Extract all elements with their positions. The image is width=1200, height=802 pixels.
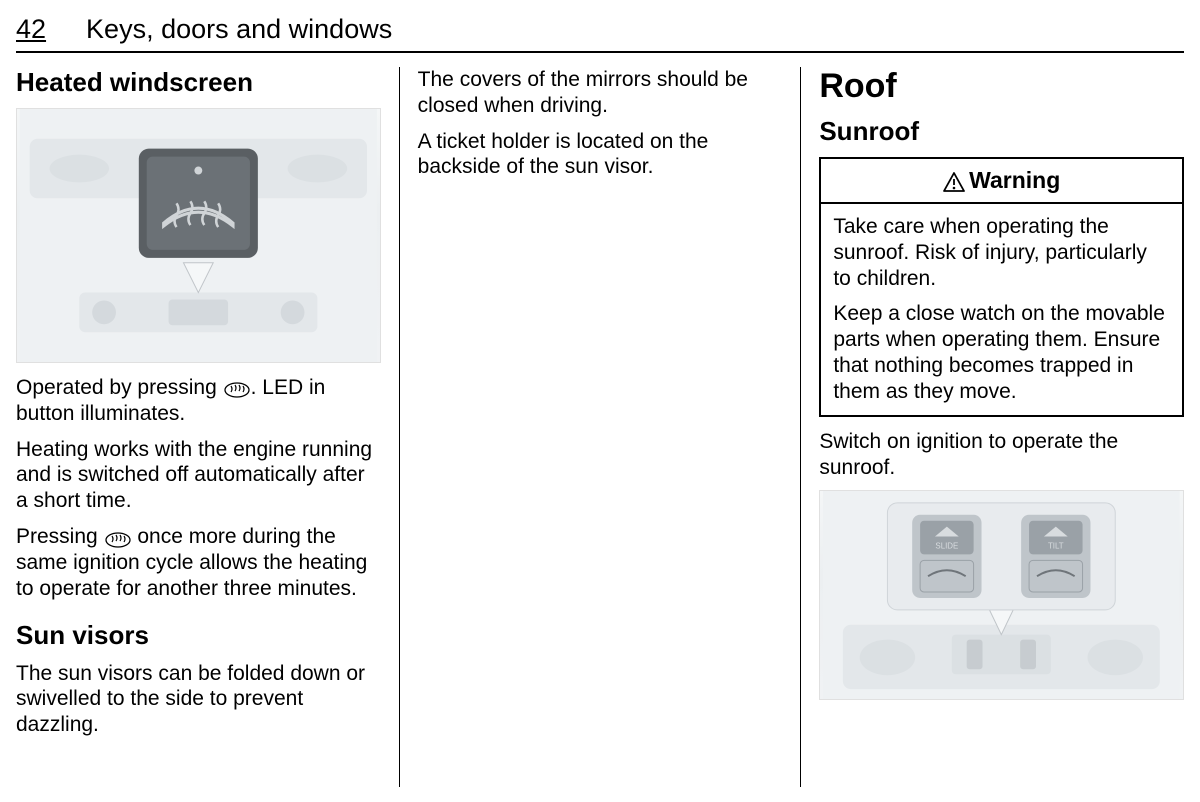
- warning-p1: Take care when operating the sunroof. Ri…: [833, 214, 1170, 291]
- column-1: Heated windscreen: [16, 67, 395, 787]
- svg-text:SLIDE: SLIDE: [936, 542, 959, 551]
- sunroof-figure: SLIDE TILT: [819, 490, 1184, 700]
- sunroof-title: Sunroof: [819, 116, 1184, 147]
- heated-windscreen-title: Heated windscreen: [16, 67, 381, 98]
- heated-windscreen-p1: Operated by pressing . LED in button ill…: [16, 375, 381, 427]
- heated-windscreen-p3: Pressing once more during the same ignit…: [16, 524, 381, 601]
- column-2: The covers of the mirrors should be clos…: [404, 67, 797, 787]
- column-separator: [399, 67, 400, 787]
- sunroof-after-text: Switch on ignition to operate the sunroo…: [819, 429, 1184, 481]
- page-header: 42 Keys, doors and windows: [16, 14, 1184, 53]
- col2-p1: The covers of the mirrors should be clos…: [418, 67, 783, 119]
- heated-windscreen-figure: [16, 108, 381, 363]
- sun-visors-p1: The sun visors can be folded down or swi…: [16, 661, 381, 738]
- warning-body: Take care when operating the sunroof. Ri…: [821, 204, 1182, 415]
- warning-triangle-icon: [943, 171, 965, 191]
- roof-title: Roof: [819, 67, 1184, 106]
- defrost-icon: [223, 379, 251, 397]
- text-fragment: Operated by pressing: [16, 376, 223, 399]
- sun-visors-title: Sun visors: [16, 620, 381, 651]
- chapter-title: Keys, doors and windows: [86, 14, 392, 45]
- svg-text:TILT: TILT: [1048, 542, 1064, 551]
- column-separator: [800, 67, 801, 787]
- heated-windscreen-p2: Heating works with the engine running an…: [16, 437, 381, 514]
- col2-p2: A ticket holder is located on the backsi…: [418, 129, 783, 181]
- warning-p2: Keep a close watch on the movable parts …: [833, 301, 1170, 404]
- warning-box: Warning Take care when operating the sun…: [819, 157, 1184, 417]
- column-3: Roof Sunroof Warning Take care when oper…: [805, 67, 1184, 787]
- warning-label: Warning: [969, 167, 1060, 194]
- page-number: 42: [16, 14, 46, 45]
- warning-header: Warning: [821, 159, 1182, 204]
- content-columns: Heated windscreen: [16, 67, 1184, 787]
- text-fragment: Pressing: [16, 525, 104, 548]
- defrost-icon: [104, 529, 132, 547]
